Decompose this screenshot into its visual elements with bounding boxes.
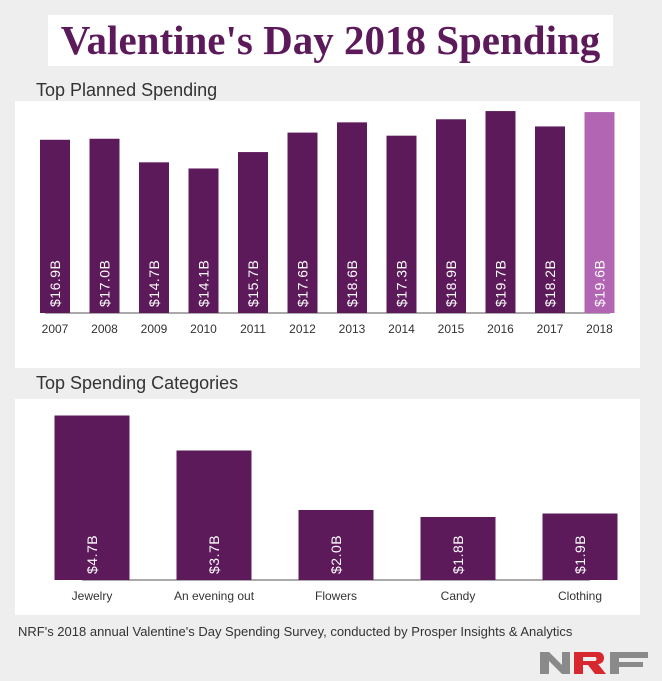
tick-label: 2010: [190, 322, 217, 336]
data-label: $2.0B: [328, 535, 344, 574]
data-label: $17.0B: [97, 260, 113, 307]
bar: [386, 135, 417, 313]
data-label: $19.7B: [493, 260, 509, 307]
tick-label: Jewelry: [72, 589, 113, 603]
data-label: $1.9B: [572, 535, 588, 574]
bar: [176, 450, 252, 580]
chart2-svg: $4.7B Jewelry $3.7B An evening out $2.0B Flow…: [54, 415, 618, 603]
data-label: $19.6B: [592, 260, 608, 307]
tick-label: Candy: [441, 589, 476, 603]
bar: [337, 122, 367, 313]
tick-label: 2012: [289, 322, 316, 336]
tick-label: 2008: [91, 322, 118, 336]
tick-label: 2018: [586, 322, 613, 336]
nrf-logo: [540, 652, 648, 674]
bar: [584, 112, 615, 313]
bar: [238, 152, 268, 313]
chart2-panel: $4.7B Jewelry $3.7B An evening out $2.0B Flow…: [15, 399, 640, 615]
tick-label: 2014: [388, 322, 415, 336]
bar: [485, 111, 516, 313]
bar: [139, 162, 169, 313]
bar: [54, 415, 130, 580]
tick-label: Flowers: [315, 589, 357, 603]
page-title: Valentine's Day 2018 Spending: [48, 15, 613, 66]
bar: [287, 132, 318, 313]
bar: [420, 517, 496, 580]
data-label: $17.3B: [394, 260, 410, 307]
tick-label: 2015: [438, 322, 465, 336]
chart1-panel: $16.9B 2007 $17.0B 2008 $14.7B 2009 $14.1B 2010…: [15, 101, 640, 368]
bar: [436, 119, 466, 314]
tick-label: 2009: [141, 322, 168, 336]
data-label: $18.6B: [344, 260, 360, 307]
footer-source: NRF's 2018 annual Valentine's Day Spendi…: [18, 624, 573, 639]
data-label: $3.7B: [206, 535, 222, 574]
data-label: $18.2B: [542, 260, 558, 307]
tick-label: 2013: [339, 322, 366, 336]
tick-label: 2016: [487, 322, 514, 336]
tick-label: An evening out: [174, 589, 255, 603]
data-label: $14.1B: [196, 260, 212, 307]
chart1-title: Top Planned Spending: [36, 80, 218, 100]
chart1-svg: $16.9B 2007 $17.0B 2008 $14.7B 2009 $14.1B 2010…: [40, 111, 615, 336]
data-label: $1.8B: [450, 535, 466, 574]
bar: [535, 126, 565, 313]
bar: [40, 139, 70, 313]
bar: [89, 138, 120, 313]
data-label: $18.9B: [443, 260, 459, 307]
bar: [188, 168, 219, 313]
tick-label: 2007: [42, 322, 69, 336]
tick-label: 2017: [537, 322, 564, 336]
tick-label: 2011: [240, 322, 266, 336]
data-label: $17.6B: [295, 260, 311, 307]
chart2-title: Top Spending Categories: [36, 373, 239, 393]
bar: [542, 513, 618, 580]
tick-label: Clothing: [558, 589, 602, 603]
data-label: $14.7B: [146, 260, 162, 307]
data-label: $15.7B: [245, 260, 261, 307]
data-label: $4.7B: [84, 535, 100, 574]
data-label: $16.9B: [47, 260, 63, 307]
bar: [298, 510, 374, 580]
